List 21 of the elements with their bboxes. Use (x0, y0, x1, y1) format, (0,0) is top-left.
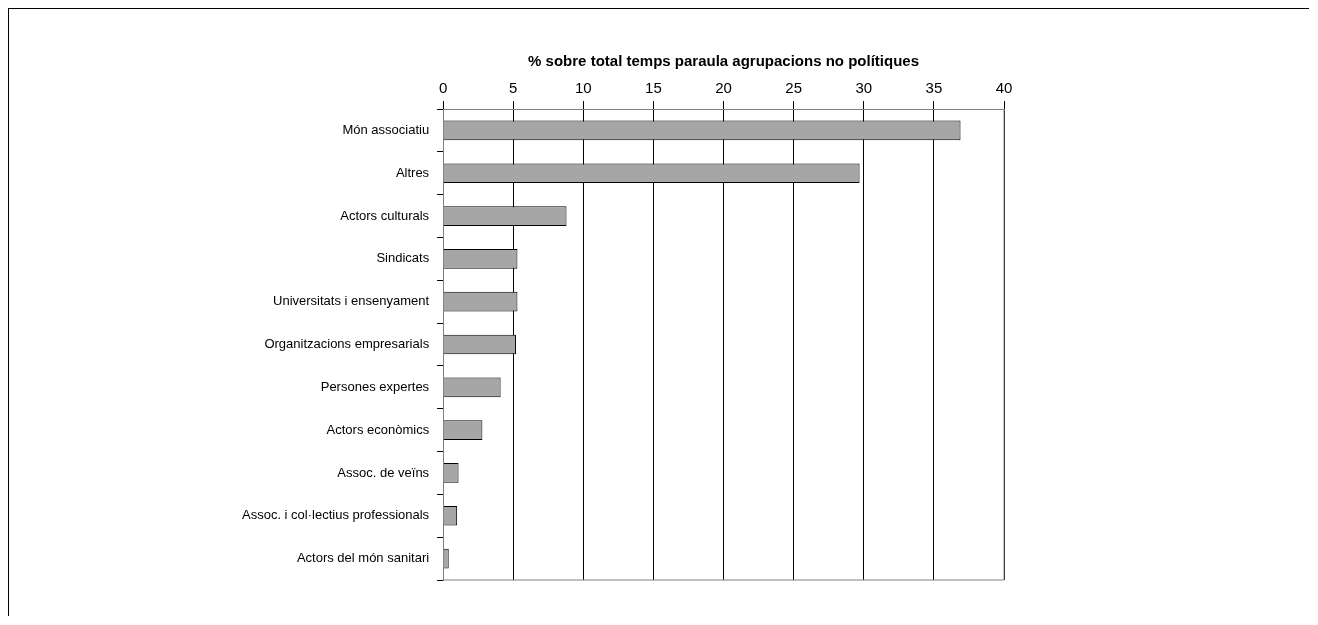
x-tick-label: 40 (995, 79, 1013, 97)
x-tick-label: 15 (645, 79, 662, 97)
x-tick-label: 10 (575, 79, 592, 97)
x-tick-label: 30 (855, 79, 873, 97)
x-tick-label: 5 (509, 79, 518, 97)
y-tick-label: Actors econòmics (326, 421, 430, 437)
y-tick-label: Món associatiu (342, 121, 430, 137)
x-tick-label: 20 (715, 79, 732, 97)
y-tick-label: Sindicats (376, 250, 430, 266)
y-tick-label: Assoc. i col·lectius professionals (241, 507, 430, 523)
y-tick-label: Actors del món sanitari (296, 550, 430, 566)
y-tick-label: Assoc. de veïns (337, 464, 430, 480)
x-tick-label: 0 (438, 79, 448, 97)
x-tick-label: 25 (785, 79, 803, 97)
y-tick-label: Altres (395, 164, 430, 180)
y-tick-label: Actors culturals (340, 207, 430, 223)
x-axis-title: % sobre total temps paraula agrupacions no polítiques (528, 52, 920, 70)
y-tick-label: Universitats i ensenyament (273, 293, 430, 309)
x-tick-label: 35 (925, 79, 943, 97)
y-tick-label: Organitzacions empresarials (264, 336, 430, 352)
y-tick-label: Persones expertes (320, 378, 430, 394)
